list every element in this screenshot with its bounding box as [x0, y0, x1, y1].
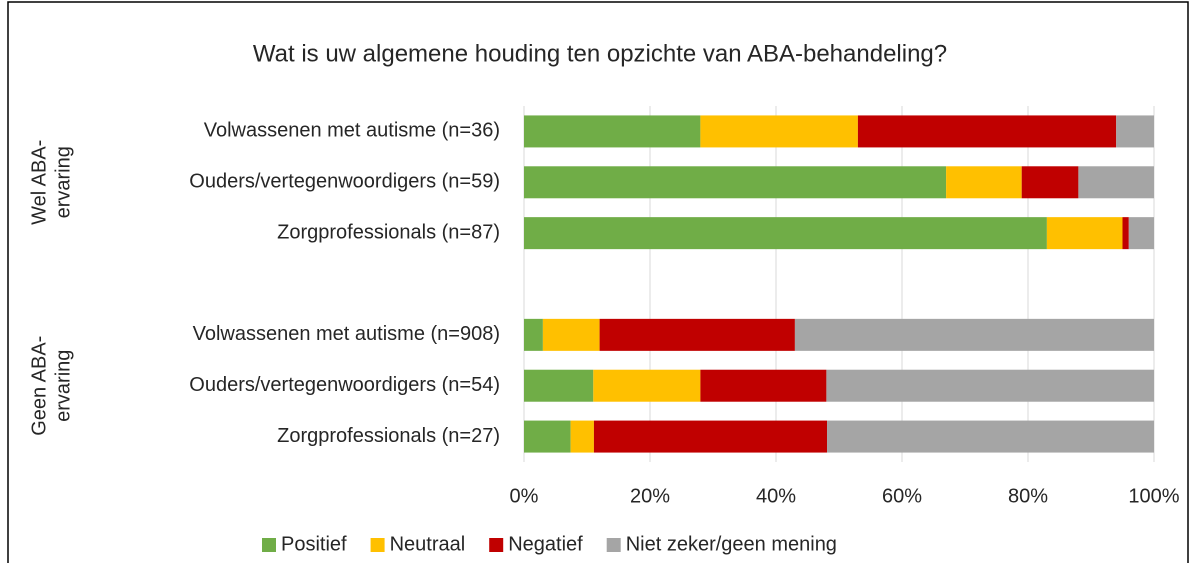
bar-segment	[599, 318, 795, 351]
x-tick-label: 40%	[756, 485, 796, 507]
legend-label: Neutraal	[390, 533, 466, 555]
bar-segment	[1078, 166, 1154, 199]
bar-segment	[524, 115, 701, 148]
bar-segment	[542, 318, 600, 351]
group-label: Geen ABA-	[28, 336, 50, 436]
bar-segment	[946, 166, 1022, 199]
bar-segment	[1021, 166, 1079, 199]
bar-segment	[570, 420, 594, 453]
chart-title: Wat is uw algemene houding ten opzichte …	[253, 40, 947, 67]
group-label: ervaring	[52, 146, 74, 218]
group-label: ervaring	[52, 350, 74, 422]
bar-segment	[593, 420, 828, 453]
y-tick-label: Zorgprofessionals (n=27)	[277, 425, 500, 447]
y-tick-label: Volwassenen met autisme (n=908)	[193, 323, 500, 345]
legend-label: Negatief	[508, 533, 583, 555]
legend-swatch	[370, 538, 385, 552]
bar-segment	[827, 420, 1154, 453]
x-tick-label: 60%	[882, 485, 922, 507]
bar-segment	[1122, 217, 1129, 250]
bar-segment	[524, 318, 543, 351]
x-tick-label: 0%	[510, 485, 539, 507]
y-tick-label: Zorgprofessionals (n=87)	[277, 221, 500, 243]
y-tick-label: Volwassenen met autisme (n=36)	[204, 120, 500, 142]
bar-segment	[794, 318, 1154, 351]
x-tick-label: 80%	[1008, 485, 1048, 507]
bar-segment	[857, 115, 1117, 148]
bar-segment	[1116, 115, 1154, 148]
bar-segment	[524, 369, 594, 402]
bar-segment	[524, 420, 571, 453]
bar-segment	[826, 369, 1154, 402]
legend-swatch	[262, 538, 276, 552]
group-label: Wel ABA-	[28, 140, 50, 225]
bar-segment	[700, 369, 827, 402]
bar-segment	[524, 166, 947, 199]
x-tick-label: 20%	[630, 485, 670, 507]
legend-swatch	[606, 538, 621, 552]
legend-label: Niet zeker/geen mening	[626, 533, 837, 555]
legend-swatch	[489, 538, 504, 552]
bar-segment	[524, 217, 1047, 250]
bar-segment	[593, 369, 701, 402]
chart-frame	[7, 1, 1189, 563]
x-tick-label: 100%	[1128, 485, 1179, 507]
bar-segment	[1046, 217, 1123, 250]
bar-segment	[1128, 217, 1154, 250]
y-tick-label: Ouders/vertegenwoordigers (n=54)	[189, 374, 500, 396]
y-tick-label: Ouders/vertegenwoordigers (n=59)	[189, 171, 500, 193]
legend-label: Positief	[281, 533, 347, 555]
bar-segment	[700, 115, 858, 148]
